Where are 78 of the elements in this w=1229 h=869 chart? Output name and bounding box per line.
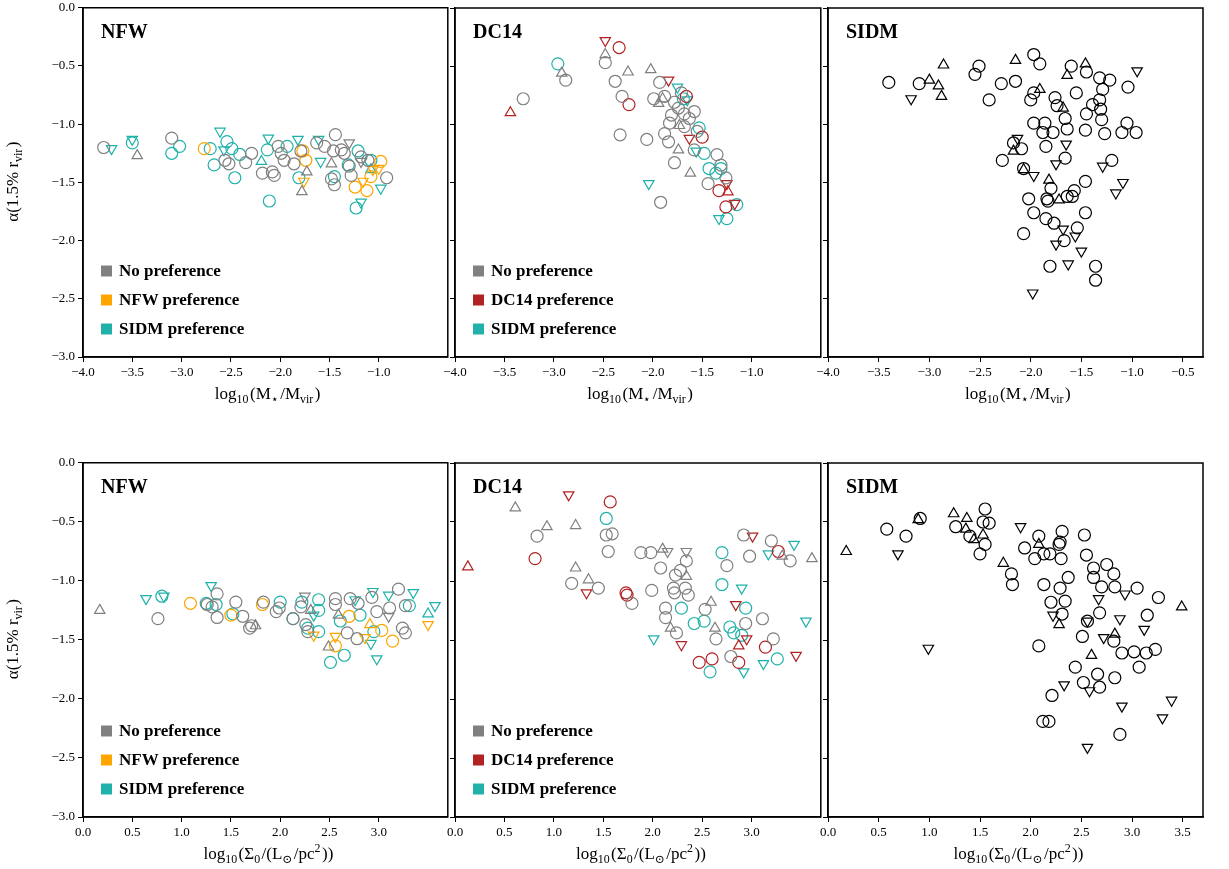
text: NFW	[101, 20, 148, 42]
y-tick-label: −0.5	[51, 513, 75, 529]
x-tick-label: −2.5	[219, 364, 243, 380]
text: DC14	[473, 475, 522, 497]
x-tick-label: 0.5	[124, 824, 141, 840]
x-tick-label: −1.0	[739, 364, 764, 380]
legend-label: No preference	[119, 261, 222, 281]
legend-label: SIDM preference	[119, 779, 245, 799]
x-tick-label: −3.0	[542, 364, 566, 380]
y-tick-label: 0.0	[58, 454, 75, 470]
x-tick-label: −2.0	[1018, 364, 1043, 380]
text: SIDM	[846, 475, 899, 497]
legend-label: SIDM preference	[119, 319, 245, 339]
x-tick-label: 0.0	[446, 824, 464, 840]
y-tick-label: −2.5	[51, 749, 75, 765]
x-tick-label: 0.5	[496, 824, 513, 840]
x-tick-label: 2.5	[321, 824, 338, 840]
y-tick-label: −3.0	[51, 348, 75, 364]
legend-label: DC14 preference	[491, 290, 615, 310]
x-tick-label: 0.0	[74, 824, 92, 840]
x-tick-label: 1.0	[173, 824, 190, 840]
x-tick-label: −1.0	[366, 364, 391, 380]
x-tick-label: −3.0	[169, 364, 194, 380]
text: DC14	[473, 20, 522, 42]
x-tick-label: 1.0	[545, 824, 562, 840]
x-tick-label: −2.0	[640, 364, 665, 380]
x-tick-label: −3.5	[120, 364, 145, 380]
legend-label: SIDM preference	[491, 779, 617, 799]
x-tick-label: 3.5	[1174, 824, 1191, 840]
y-tick-label: −3.0	[51, 808, 75, 824]
y-tick-label: 0.0	[58, 0, 75, 15]
x-tick-label: −1.5	[317, 364, 342, 380]
x-tick-label: 2.0	[1022, 824, 1039, 840]
x-tick-label: 0.0	[819, 824, 837, 840]
x-tick-label: 2.5	[1073, 824, 1090, 840]
x-tick-label: 1.0	[921, 824, 938, 840]
x-tick-label: −2.5	[591, 364, 616, 380]
y-tick-label: −2.5	[51, 290, 75, 306]
legend-label: DC14 preference	[491, 750, 615, 770]
y-tick-label: −1.5	[51, 631, 75, 647]
x-tick-label: −3.5	[492, 364, 517, 380]
x-tick-label: −4.0	[71, 364, 95, 380]
x-tick-label: −4.0	[816, 364, 840, 380]
x-tick-label: 2.5	[694, 824, 711, 840]
y-axis-title: α(1.5% rvir)	[3, 141, 26, 222]
x-tick-label: −0.5	[1170, 364, 1195, 380]
x-tick-label: −4.0	[443, 364, 467, 380]
x-tick-label: 2.0	[644, 824, 661, 840]
y-tick-label: −2.0	[51, 232, 75, 248]
x-tick-label: 2.0	[272, 824, 289, 840]
x-tick-label: −1.0	[1120, 364, 1144, 380]
x-tick-label: 1.5	[971, 824, 989, 840]
y-tick-label: −1.5	[51, 174, 75, 190]
x-tick-label: 0.5	[870, 824, 887, 840]
x-tick-label: 3.0	[370, 824, 387, 840]
text: SIDM	[846, 20, 899, 42]
y-tick-label: −1.0	[51, 115, 75, 131]
legend-label: No preference	[491, 721, 594, 741]
y-tick-label: −1.0	[51, 572, 75, 588]
x-tick-label: −1.5	[1069, 364, 1094, 380]
x-tick-label: 1.5	[595, 824, 612, 840]
x-tick-label: 1.5	[222, 824, 240, 840]
x-tick-label: −3.0	[917, 364, 942, 380]
y-axis-title: α(1.5% rvir)	[3, 599, 26, 680]
y-tick-label: −2.0	[51, 690, 75, 706]
legend-label: NFW preference	[119, 750, 240, 770]
legend-label: SIDM preference	[491, 319, 617, 339]
legend-label: No preference	[491, 261, 594, 281]
x-tick-label: −1.5	[690, 364, 714, 380]
text: NFW	[101, 474, 148, 497]
x-tick-label: −2.5	[968, 364, 992, 380]
legend-label: NFW preference	[119, 290, 240, 310]
x-tick-label: 3.0	[743, 824, 760, 840]
x-tick-label: −3.5	[866, 364, 891, 380]
y-tick-label: −0.5	[51, 57, 75, 73]
legend-label: No preference	[119, 721, 222, 741]
x-tick-label: 3.0	[1123, 824, 1141, 840]
x-tick-label: −2.0	[268, 364, 292, 380]
